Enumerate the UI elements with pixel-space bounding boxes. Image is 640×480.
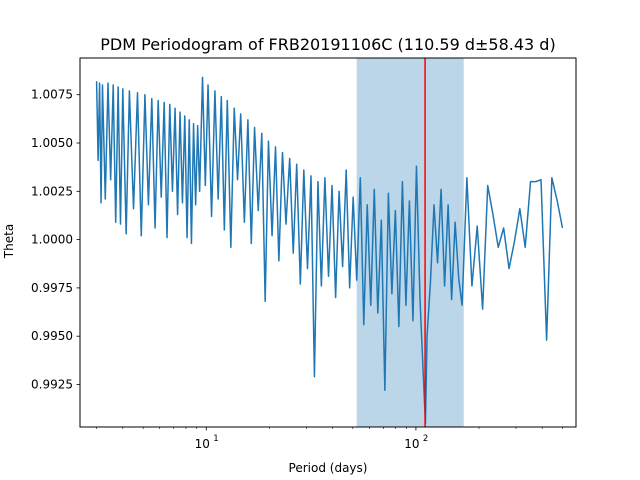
x-tick-label-exponent: 1 (213, 434, 218, 444)
y-tick-label: 1.0000 (31, 233, 73, 247)
theta-series-line (95, 76, 564, 424)
axes: 0.9925 0.9950 0.9975 1.0000 1.0025 1.0050 1.00… (31, 57, 577, 451)
y-tick-label: 0.9975 (31, 281, 73, 295)
x-tick-label: 10 (195, 437, 210, 451)
x-axis-label: Period (days) (289, 461, 368, 475)
y-tick-label: 1.0050 (31, 136, 73, 150)
y-tick-label: 0.9925 (31, 377, 73, 391)
y-tick-label: 0.9950 (31, 329, 73, 343)
chart-title: PDM Periodogram of FRB20191106C (110.59 … (100, 35, 555, 54)
y-axis-label: Theta (2, 224, 16, 259)
y-tick-label: 1.0075 (31, 88, 73, 102)
x-tick-label-exponent: 2 (423, 434, 428, 444)
plot-area (95, 58, 564, 427)
y-tick-label: 1.0025 (31, 184, 73, 198)
x-tick-label: 10 (404, 437, 419, 451)
axes-frame (79, 57, 577, 428)
